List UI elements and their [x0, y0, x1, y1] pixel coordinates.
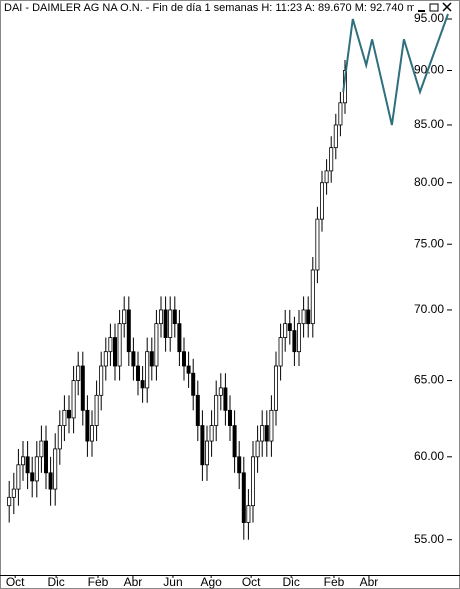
y-tick-label: 80.00	[414, 175, 444, 189]
candle-body	[333, 124, 338, 149]
candle-body	[172, 309, 177, 325]
candle-body	[168, 309, 173, 338]
candle-body	[209, 425, 214, 442]
candle-body	[186, 365, 191, 374]
x-tick-label: Jun	[163, 575, 182, 589]
candle-body	[103, 351, 108, 367]
x-tick-label: Feb	[324, 575, 345, 589]
candle-body	[287, 323, 292, 331]
candle-body	[71, 380, 76, 419]
candle-body	[76, 365, 81, 381]
candle-body	[296, 323, 301, 353]
candle-body	[30, 472, 35, 482]
candle-body	[39, 440, 44, 458]
candle-body	[34, 456, 39, 482]
x-tick-label: Oct	[6, 575, 25, 589]
candle-body	[154, 323, 159, 367]
candle-body	[269, 409, 274, 442]
candle-body	[301, 309, 306, 325]
y-tick-label: 55.00	[414, 532, 444, 546]
candle-body	[223, 387, 228, 411]
x-tick-label: Dic	[283, 575, 300, 589]
candle-body	[204, 440, 209, 466]
candle-body	[122, 309, 127, 325]
candle-body	[292, 330, 297, 353]
y-tick-label: 65.00	[414, 373, 444, 387]
candle-body	[163, 309, 168, 338]
candle-body	[264, 425, 269, 442]
candle-body	[117, 323, 122, 367]
candle-body	[135, 365, 140, 381]
candle-body	[218, 387, 223, 396]
candle-body	[306, 309, 311, 325]
candle-body	[310, 269, 315, 325]
candle-body	[149, 351, 154, 367]
candle-body	[80, 365, 85, 411]
candle-body	[44, 440, 49, 474]
candle-body	[57, 425, 62, 450]
candle-body	[25, 456, 30, 474]
candle-body	[273, 365, 278, 411]
candle-body	[126, 309, 131, 353]
candle-body	[329, 147, 334, 172]
y-tick-label: 75.00	[414, 236, 444, 250]
candle-body	[108, 337, 113, 353]
candle-body	[140, 380, 145, 389]
candle-body	[20, 456, 25, 466]
close-button[interactable]	[442, 2, 452, 12]
y-tick-label: 70.00	[414, 302, 444, 316]
candle-body	[11, 488, 16, 498]
x-tick-label: Dic	[47, 575, 64, 589]
candle-body	[85, 409, 90, 442]
candle-body	[181, 351, 186, 367]
candle-body	[237, 456, 242, 474]
candle-body	[16, 464, 21, 490]
candle-body	[94, 394, 99, 426]
candle-body	[255, 440, 260, 458]
candle-body	[67, 409, 72, 419]
candle-body	[158, 309, 163, 325]
candle-body	[324, 170, 329, 184]
x-tick-label: Feb	[88, 575, 109, 589]
candle-body	[62, 409, 67, 426]
candle-body	[90, 425, 95, 442]
candle-body	[315, 218, 320, 271]
candle-body	[177, 323, 182, 353]
y-tick-label: 85.00	[414, 117, 444, 131]
candle-body	[99, 365, 104, 396]
y-tick-label: 95.00	[414, 11, 444, 25]
candle-body	[195, 394, 200, 426]
candle-body	[246, 505, 251, 523]
candle-body	[113, 337, 118, 367]
candle-body	[191, 372, 196, 396]
candle-body	[319, 182, 324, 220]
candle-body	[7, 496, 12, 507]
x-tick-label: Oct	[242, 575, 261, 589]
x-tick-label: Ago	[200, 575, 222, 589]
y-tick-label: 60.00	[414, 449, 444, 463]
candle-body	[48, 472, 53, 490]
candle-body	[283, 323, 288, 338]
candle-body	[241, 472, 246, 523]
maximize-button[interactable]	[429, 3, 439, 12]
candle-body	[338, 102, 343, 126]
x-tick-label: Abr	[124, 575, 143, 589]
candle-body	[131, 351, 136, 367]
candle-body	[200, 425, 205, 466]
y-tick-label: 90.00	[414, 63, 444, 77]
candle-body	[214, 394, 219, 426]
candle-body	[145, 351, 150, 389]
candle-body	[250, 456, 255, 507]
candle-body	[278, 337, 283, 367]
candle-body	[227, 409, 232, 426]
x-tick-label: Abr	[360, 575, 379, 589]
chart-title: DAI - DAIMLER AG NA O.N. - Fin de día 1 …	[4, 2, 416, 14]
candle-body	[53, 448, 58, 490]
projection-line	[342, 13, 449, 126]
candle-body	[232, 425, 237, 458]
candle-body	[260, 425, 265, 442]
